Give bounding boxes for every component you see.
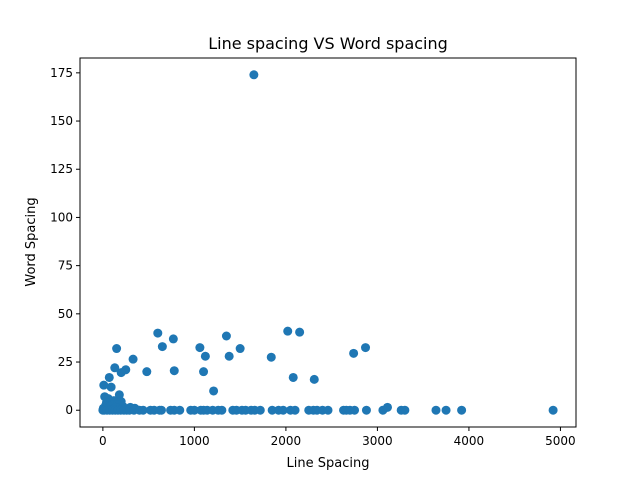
data-point (548, 405, 558, 415)
data-point (221, 331, 231, 341)
data-point (288, 372, 298, 382)
data-point (156, 405, 166, 415)
data-point (290, 405, 300, 415)
data-point (99, 380, 109, 390)
y-tick-label: 175 (50, 66, 73, 80)
data-point (323, 405, 333, 415)
data-point (217, 405, 227, 415)
y-tick-label: 75 (58, 259, 73, 273)
data-point (382, 402, 392, 412)
data-point (249, 70, 259, 80)
y-tick-label: 100 (50, 210, 73, 224)
x-tick-label: 0 (99, 434, 107, 448)
data-point (110, 363, 120, 373)
x-tick-label: 1000 (179, 434, 210, 448)
y-tick-label: 150 (50, 114, 73, 128)
data-point (309, 374, 319, 384)
data-point (116, 368, 126, 378)
data-point (153, 328, 163, 338)
data-point (175, 405, 185, 415)
data-point (361, 405, 371, 415)
data-point (295, 327, 305, 337)
y-tick-label: 50 (58, 307, 73, 321)
data-point (195, 343, 205, 353)
data-point (128, 354, 138, 364)
data-point (350, 405, 360, 415)
y-tick-label: 25 (58, 355, 73, 369)
x-axis-label: Line Spacing (287, 456, 370, 471)
data-point (361, 343, 371, 353)
y-axis-ticks: 0 25 50 75 100 125 150 175 (50, 66, 80, 417)
data-point (104, 372, 114, 382)
plot-frame (79, 57, 577, 428)
data-point (142, 367, 152, 377)
x-tick-label: 2000 (271, 434, 302, 448)
y-tick-label: 0 (65, 403, 73, 417)
data-point (255, 405, 265, 415)
data-point (169, 366, 179, 376)
data-point (266, 352, 276, 362)
data-point (224, 351, 234, 361)
x-tick-label: 4000 (454, 434, 485, 448)
data-point (209, 386, 219, 396)
data-point (199, 367, 209, 377)
points-layer (98, 70, 558, 415)
data-point (278, 405, 288, 415)
data-point (189, 405, 199, 415)
data-point (457, 405, 467, 415)
data-point (138, 405, 148, 415)
y-tick-label: 125 (50, 162, 73, 176)
data-point (200, 351, 210, 361)
x-tick-label: 3000 (362, 434, 393, 448)
data-point (168, 334, 178, 344)
y-axis-label: Word Spacing (24, 197, 39, 286)
data-point (400, 405, 410, 415)
data-point (283, 326, 293, 336)
data-point (112, 344, 122, 354)
x-tick-label: 5000 (545, 434, 576, 448)
data-point (106, 382, 116, 392)
data-point (349, 348, 359, 358)
data-point (441, 405, 451, 415)
data-point (267, 405, 277, 415)
data-point (157, 342, 167, 352)
x-axis-ticks: 0 1000 2000 3000 4000 5000 (99, 427, 576, 448)
data-point (431, 405, 441, 415)
data-point (114, 390, 124, 400)
chart-title: Line spacing VS Word spacing (208, 34, 448, 53)
data-point (235, 344, 245, 354)
